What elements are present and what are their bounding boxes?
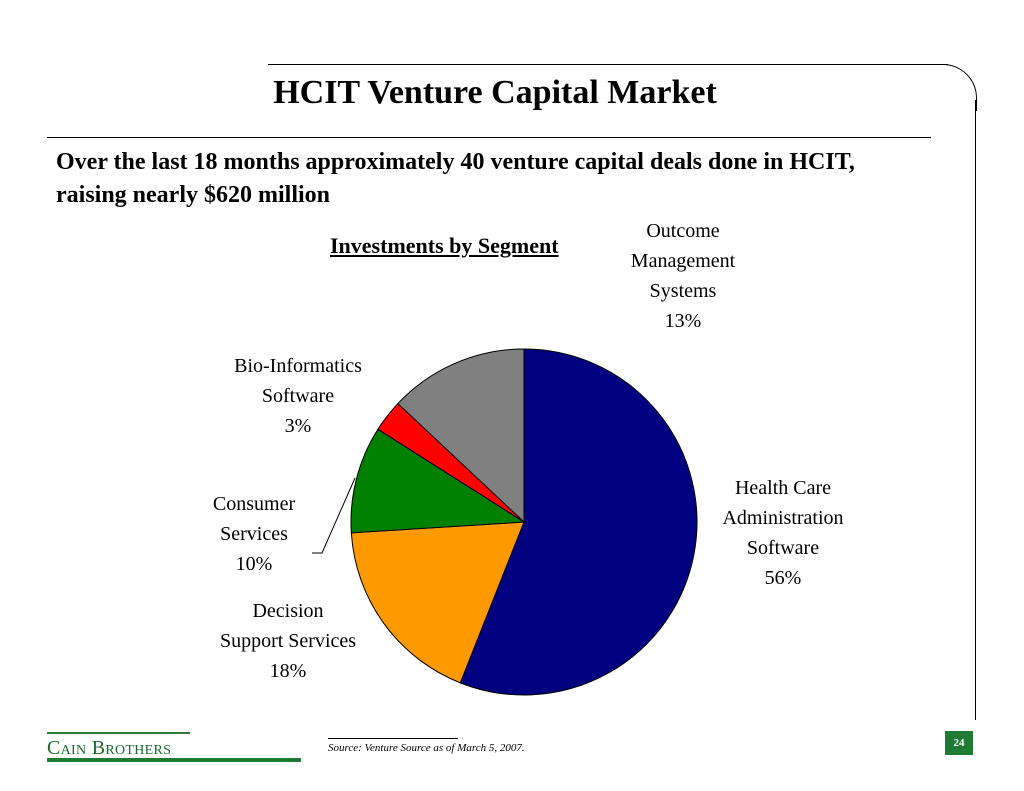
brand-name: Cain Brothers <box>47 737 172 759</box>
title-divider <box>47 137 931 138</box>
source-note: Source: Venture Source as of March 5, 20… <box>328 742 525 754</box>
consumer-services-leader-line <box>312 477 356 554</box>
pie-label-outcome-management-systems: Outcome Management Systems 13% <box>631 220 736 332</box>
brand-rule-top <box>47 732 190 734</box>
brand-logo: Cain Brothers <box>47 732 301 762</box>
pie-slice-health-care-administration-software <box>459 348 698 696</box>
frame-top-line <box>268 64 948 65</box>
pie-slice-decision-support-services <box>350 521 525 684</box>
slide-title: HCIT Venture Capital Market <box>273 74 717 111</box>
pie-label-consumer-services: Consumer Services 10% <box>213 493 296 575</box>
brand-rule-bottom <box>47 758 301 762</box>
page-number: 24 <box>945 731 973 755</box>
pie-label-health-care-administration-software: Health Care Administration Software 56% <box>722 477 843 589</box>
pie-slice-consumer-services <box>350 428 526 534</box>
chart-title: Investments by Segment <box>330 233 559 258</box>
pie-slice-outcome-management-systems <box>397 348 525 524</box>
slide-subtitle: Over the last 18 months approximately 40… <box>56 149 855 208</box>
source-divider <box>328 738 458 739</box>
pie-label-decision-support-services: Decision Support Services 18% <box>220 600 356 682</box>
pie-label-bio-informatics-software: Bio-Informatics Software 3% <box>234 355 362 437</box>
frame-right-line <box>975 100 976 720</box>
